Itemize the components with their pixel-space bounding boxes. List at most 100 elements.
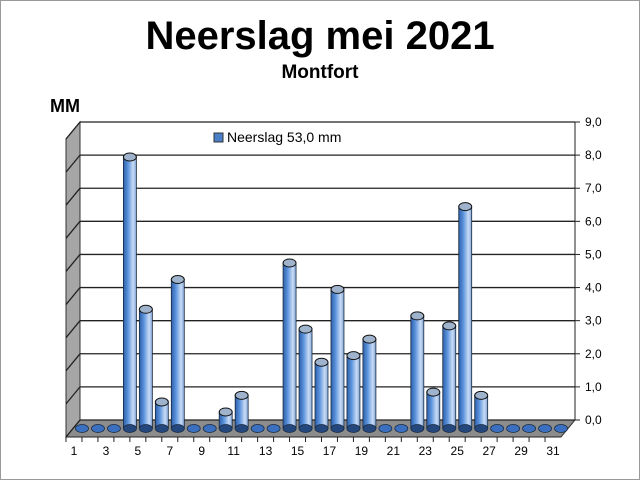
bar-zero [538,424,552,433]
gridline-side [65,121,81,140]
x-tick-label: 15 [291,444,305,458]
bar-body [138,308,153,429]
bar-top [170,275,185,284]
bar [234,390,249,433]
bar-top [138,304,153,314]
bar [154,397,169,433]
bar-body [282,262,297,429]
bar [91,424,105,433]
x-tick-label: 21 [387,444,401,458]
chart-title: Neerslag mei 2021 [145,14,495,58]
bar-top [442,321,457,331]
x-tick-label: 17 [323,444,337,458]
y-axis-label: MM [50,96,80,116]
bar-base [474,424,489,433]
gridline-side [65,419,81,438]
x-tick-label: 31 [546,444,560,458]
legend-label: Neerslag 53,0 mm [227,129,341,145]
bar-zero [490,424,505,433]
bar-base [426,424,441,433]
bar-zero [266,424,281,433]
bar [314,357,329,433]
bar [378,424,393,433]
bar-body [426,391,441,429]
x-tick-label: 11 [227,444,240,458]
bar-top [362,334,377,344]
bar-base [362,424,377,433]
bar [138,304,153,433]
bar [202,424,217,433]
bar-body [298,328,313,429]
y-tick-label: 5,0 [585,247,602,261]
bar-top [426,387,441,397]
bar [170,275,185,433]
x-tick-label: 5 [135,444,142,458]
bar-body [410,315,425,429]
bar-top [458,202,473,212]
gridline-side [65,320,81,339]
gridline-side [65,154,81,173]
bar-base [218,424,233,433]
bar-body [362,338,377,429]
bar-body [442,325,457,429]
bar-body [122,156,137,429]
bar-body [474,394,489,429]
y-tick-label: 2,0 [585,347,602,361]
y-tick-label: 4,0 [585,281,602,295]
gridline-side [65,254,81,272]
x-tick-label: 9 [198,444,205,458]
y-tick-label: 3,0 [585,314,602,328]
bar-top [154,397,169,407]
bar-base [314,424,329,433]
bar [458,202,473,433]
y-tick-label: 8,0 [585,148,602,162]
bar-zero [186,424,201,433]
bar [362,334,377,433]
bar [474,390,489,433]
bar-base [154,424,169,433]
bar-top [474,390,489,400]
y-tick-label: 0,0 [585,413,602,427]
bar [346,351,361,433]
bar [506,424,521,433]
x-tick-label: 27 [482,444,496,458]
bar-base [298,424,313,433]
x-tick-label: 19 [355,444,369,458]
chart-subtitle: Montfort [281,62,359,83]
x-tick-label: 7 [166,444,173,458]
y-tick-label: 1,0 [585,380,602,394]
bar [554,424,568,433]
gridline-side [65,386,81,405]
legend-swatch [213,132,224,143]
bar-zero [91,424,105,433]
bar [250,424,265,433]
bar [75,424,89,433]
bar-zero [522,424,536,433]
bar-body [170,279,185,429]
y-tick-label: 9,0 [585,115,602,129]
bar [282,258,297,433]
gridline-side [65,187,81,206]
bar [186,424,201,433]
bar-body [234,394,249,429]
bar-zero [394,424,409,433]
x-tick-label: 23 [419,444,433,458]
bar-base [330,424,345,433]
x-tick-label: 13 [259,444,273,458]
bar-top [314,357,329,367]
bar [107,424,121,433]
bar-top [218,407,233,417]
bar [218,407,233,433]
bar-base [122,424,137,433]
bar [426,387,441,433]
bar-top [298,324,313,334]
bar-base [138,424,153,433]
x-tick-label: 1 [71,444,78,458]
bar-top [234,390,249,400]
bar-zero [554,424,568,433]
bar [538,424,552,433]
bar-body [346,355,361,429]
y-tick-label: 6,0 [585,214,602,228]
bar-base [170,424,185,433]
bar-zero [107,424,121,433]
